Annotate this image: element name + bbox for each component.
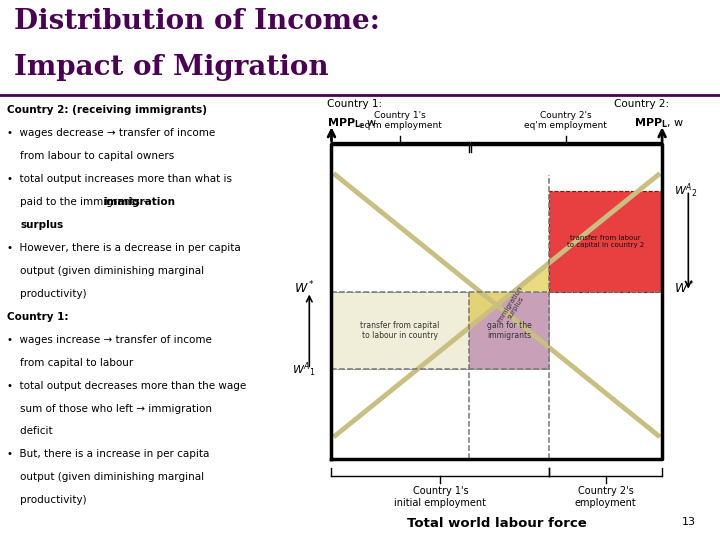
- Text: Impact of Migration: Impact of Migration: [14, 55, 329, 82]
- Text: $W^A{}_2$: $W^A{}_2$: [674, 181, 698, 200]
- Text: productivity): productivity): [7, 289, 87, 299]
- Text: Country 1:: Country 1:: [328, 99, 382, 109]
- Text: •  wages increase → transfer of income: • wages increase → transfer of income: [7, 335, 212, 345]
- Text: productivity): productivity): [7, 495, 87, 505]
- Text: from capital to labour: from capital to labour: [7, 357, 133, 368]
- Text: Country 2:: Country 2:: [613, 99, 669, 109]
- Text: •  wages decrease → transfer of income: • wages decrease → transfer of income: [7, 129, 215, 138]
- Text: Distribution of Income:: Distribution of Income:: [14, 8, 380, 35]
- Polygon shape: [469, 263, 549, 328]
- Text: paid to the immigrants →: paid to the immigrants →: [7, 197, 156, 207]
- Text: $W^*$: $W^*$: [294, 279, 315, 296]
- Bar: [331, 292, 469, 369]
- Text: Total world labour force: Total world labour force: [407, 517, 587, 530]
- Text: Country 2's
eq'm employment: Country 2's eq'm employment: [524, 111, 607, 130]
- Text: transfer from capital
to labour in country: transfer from capital to labour in count…: [360, 321, 440, 340]
- Text: Country 2's
employment: Country 2's employment: [575, 486, 636, 508]
- Text: $W^*$: $W^*$: [674, 279, 696, 296]
- Bar: [469, 292, 549, 369]
- Text: transfer from labour
to capital in country 2: transfer from labour to capital in count…: [567, 234, 644, 247]
- Text: •  total output decreases more than the wage: • total output decreases more than the w…: [7, 381, 246, 390]
- Text: •  total output increases more than what is: • total output increases more than what …: [7, 174, 232, 184]
- Text: deficit: deficit: [7, 427, 53, 436]
- Text: output (given diminishing marginal: output (given diminishing marginal: [7, 472, 204, 482]
- Text: •  But, there is a increase in per capita: • But, there is a increase in per capita: [7, 449, 210, 460]
- Text: 13: 13: [683, 517, 696, 527]
- Text: $W^A{}_1$: $W^A{}_1$: [292, 360, 315, 379]
- Text: surplus: surplus: [20, 220, 63, 230]
- Text: immigration
surplus: immigration surplus: [496, 285, 530, 327]
- Text: output (given diminishing marginal: output (given diminishing marginal: [7, 266, 204, 276]
- Text: Country 1's
initial employment: Country 1's initial employment: [395, 486, 486, 508]
- Text: Country 1's
eq'm employment: Country 1's eq'm employment: [359, 111, 441, 130]
- Text: •  However, there is a decrease in per capita: • However, there is a decrease in per ca…: [7, 243, 241, 253]
- Text: sum of those who left → immigration: sum of those who left → immigration: [7, 403, 212, 414]
- Text: Country 1:: Country 1:: [7, 312, 68, 322]
- Text: Country 2: (receiving immigrants): Country 2: (receiving immigrants): [7, 105, 207, 116]
- Text: from labour to capital owners: from labour to capital owners: [7, 151, 174, 161]
- Text: gain for the
immigrants: gain for the immigrants: [487, 321, 531, 340]
- Bar: [549, 191, 662, 292]
- Text: $\mathbf{MPP_L}$, w: $\mathbf{MPP_L}$, w: [328, 117, 378, 130]
- Text: immigration: immigration: [103, 197, 175, 207]
- Text: $\mathbf{MPP_L}$, w: $\mathbf{MPP_L}$, w: [634, 117, 684, 130]
